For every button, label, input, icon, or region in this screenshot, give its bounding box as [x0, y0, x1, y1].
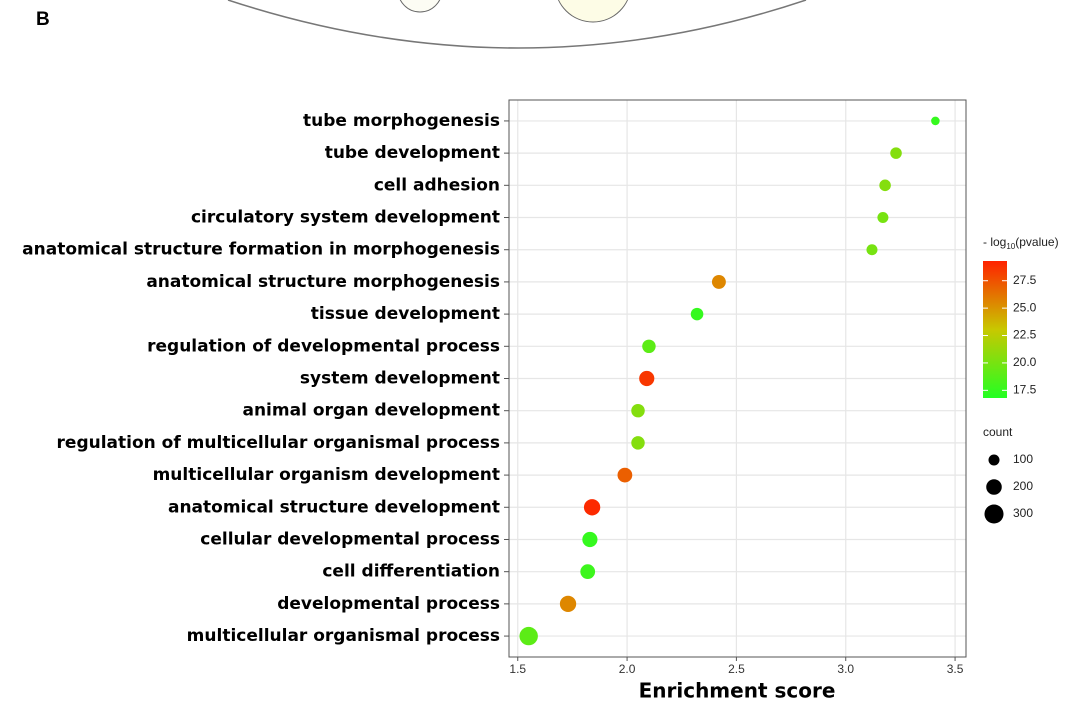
- colorbar-tick-label: 17.5: [1013, 382, 1037, 396]
- venn-fragment: [227, 0, 807, 49]
- size-legend-label: 300: [1013, 506, 1033, 520]
- x-tick-label: 2.0: [619, 662, 636, 676]
- x-axis-title: Enrichment score: [639, 679, 836, 703]
- bubble: [866, 244, 878, 256]
- y-tick-label: anatomical structure morphogenesis: [146, 272, 500, 292]
- bubble: [580, 564, 596, 580]
- x-tick-label: 3.5: [947, 662, 964, 676]
- y-tick-label: cell adhesion: [374, 175, 500, 195]
- y-tick-label: animal organ development: [242, 401, 500, 421]
- bubble: [890, 147, 902, 159]
- y-tick-label: tissue development: [311, 304, 500, 324]
- bubble: [877, 212, 889, 224]
- bubble: [582, 531, 598, 548]
- bubble: [931, 116, 940, 126]
- colorbar-title-suffix: (pvalue): [1015, 235, 1058, 249]
- colorbar-tick-label: 20.0: [1013, 355, 1037, 369]
- bubble: [711, 274, 726, 289]
- y-tick-label: tube morphogenesis: [303, 111, 500, 131]
- bubble: [642, 339, 656, 354]
- bubble: [583, 499, 601, 516]
- colorbar-title-sub: 10: [1006, 242, 1015, 251]
- bubble: [690, 307, 704, 321]
- venn-circle: [399, 0, 441, 13]
- colorbar-tick-label: 27.5: [1013, 273, 1037, 287]
- y-tick-label: multicellular organism development: [153, 465, 500, 485]
- bubble: [559, 595, 577, 613]
- y-tick-label: anatomical structure formation in morpho…: [22, 240, 500, 260]
- bubble: [639, 370, 655, 387]
- x-tick-label: 2.5: [728, 662, 745, 676]
- y-tick-label: cell differentiation: [322, 562, 500, 582]
- panel-label: B: [36, 9, 50, 30]
- bubble: [879, 179, 891, 192]
- bubble: [519, 626, 538, 646]
- bubble: [631, 403, 645, 418]
- venn-outline: [227, 0, 807, 49]
- y-tick-label: developmental process: [277, 594, 500, 614]
- venn-circle: [557, 0, 629, 23]
- y-tick-label: system development: [300, 369, 500, 389]
- y-tick-label: regulation of developmental process: [147, 336, 500, 356]
- colorbar: [983, 261, 1007, 398]
- size-legend-label: 200: [1013, 479, 1033, 493]
- y-tick-label: cellular developmental process: [200, 529, 500, 549]
- y-tick-label: circulatory system development: [191, 208, 500, 228]
- x-tick-label: 1.5: [509, 662, 526, 676]
- size-legend-key: [984, 504, 1004, 524]
- bubble: [631, 436, 645, 450]
- grid: [509, 100, 966, 657]
- size-legend-label: 100: [1013, 452, 1033, 466]
- y-tick-label: tube development: [325, 143, 500, 163]
- size-legend-key: [988, 454, 1000, 466]
- colorbar-title: - log10(pvalue): [983, 235, 1059, 251]
- colorbar-tick-label: 25.0: [1013, 300, 1037, 314]
- colorbar-tick-label: 22.5: [1013, 328, 1037, 342]
- y-tick-label: multicellular organismal process: [187, 626, 500, 646]
- marks: [519, 116, 940, 646]
- x-tick-label: 3.0: [837, 662, 854, 676]
- size-legend-key: [986, 479, 1002, 495]
- bubble: [617, 467, 633, 483]
- y-tick-label: regulation of multicellular organismal p…: [57, 433, 500, 453]
- y-tick-label: anatomical structure development: [168, 497, 500, 517]
- size-legend-title: count: [983, 425, 1013, 439]
- colorbar-title-prefix: - log: [983, 235, 1006, 249]
